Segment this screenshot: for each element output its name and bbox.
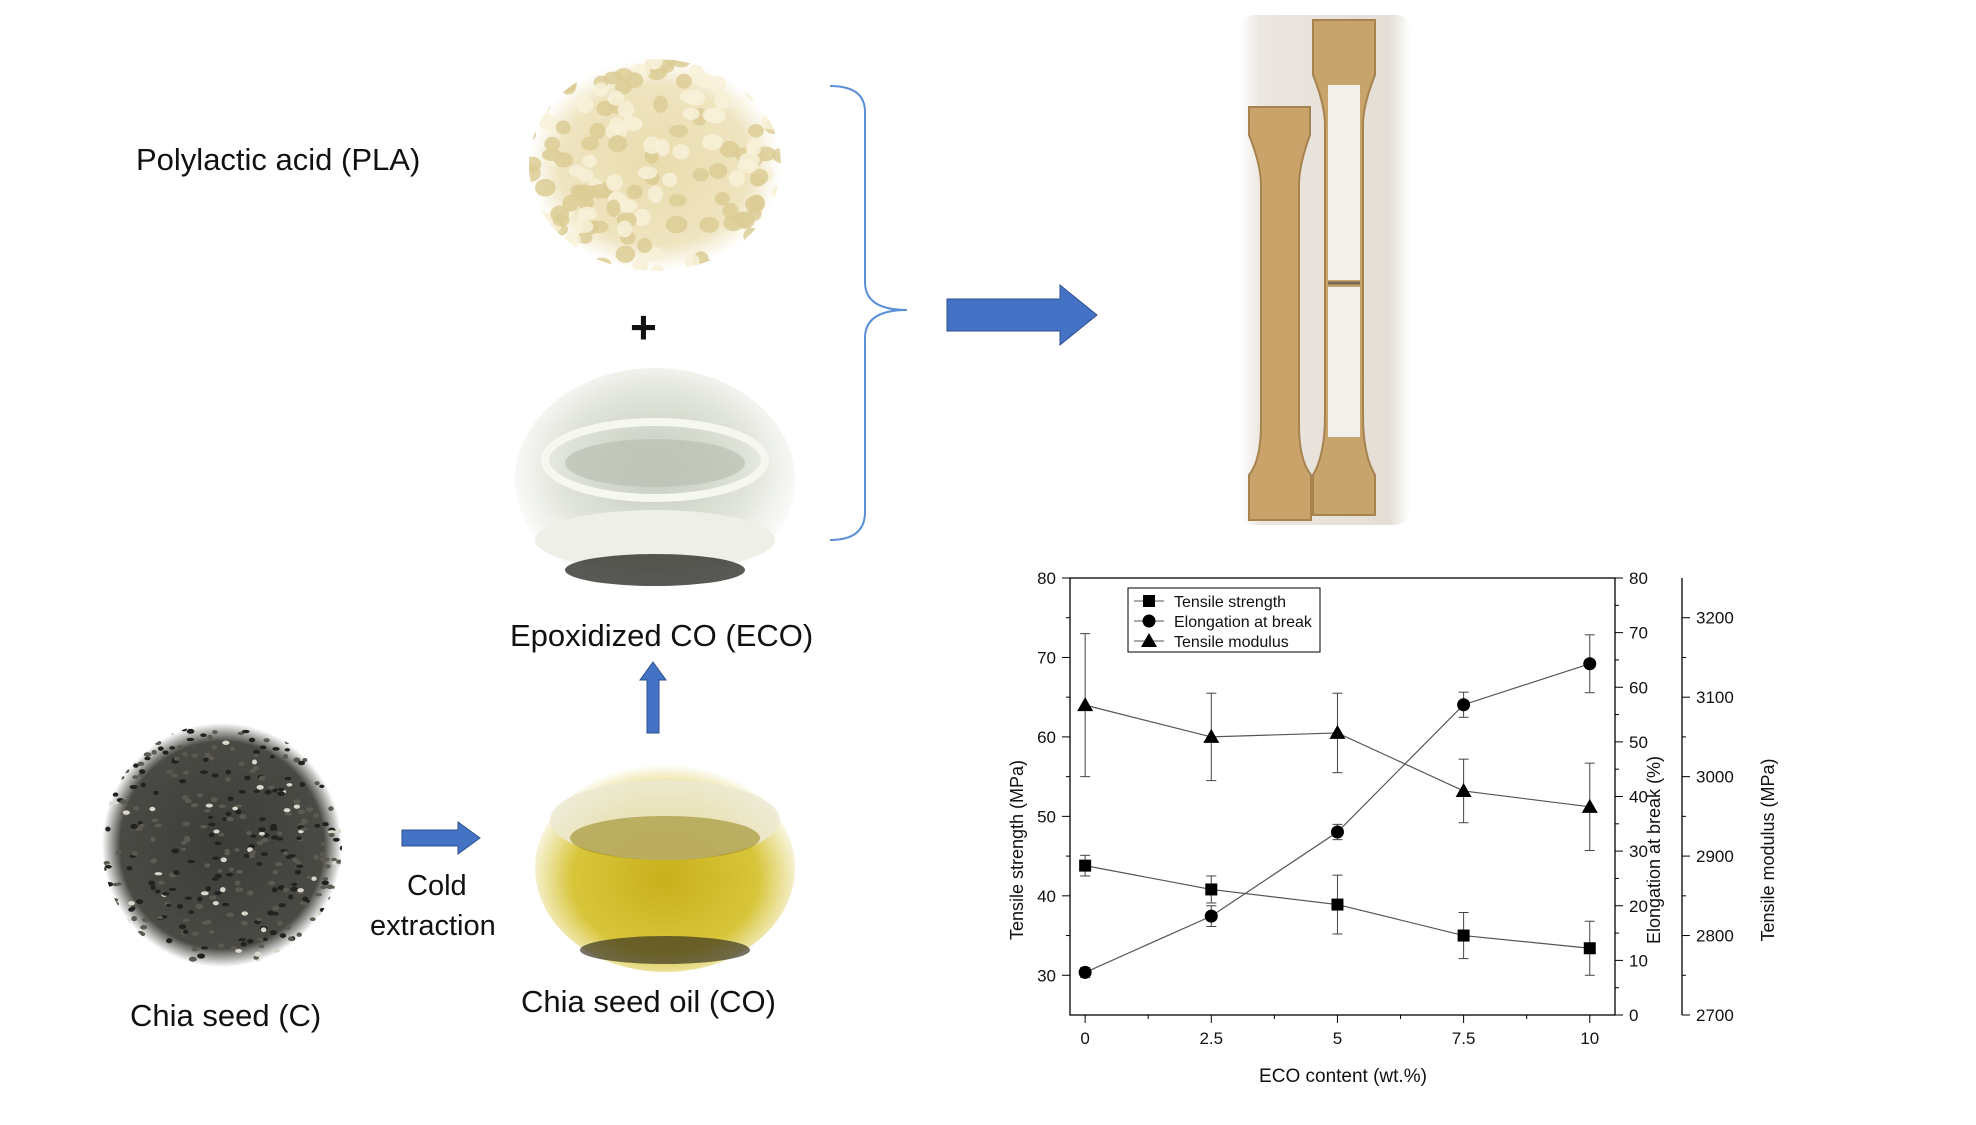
- legend-label: Elongation at break: [1174, 614, 1313, 631]
- y-tick-label-right: 60: [1629, 678, 1648, 697]
- y-tick-label-right: 10: [1629, 951, 1648, 970]
- y-tick-label-left: 50: [1037, 807, 1056, 826]
- data-point-triangle: [1455, 782, 1472, 797]
- y-axis-label-tensile-modulus: Tensile modulus (MPa): [1758, 758, 1778, 941]
- data-point-square: [1457, 929, 1470, 942]
- data-point-square: [1205, 883, 1218, 896]
- y-tick-label-right: 80: [1629, 569, 1648, 588]
- data-point-circle: [1142, 614, 1156, 628]
- series-tensile-modulus: [1077, 633, 1598, 852]
- cold-extraction-label-1: Cold: [407, 870, 467, 902]
- cold-extraction-arrow-icon: [401, 821, 481, 855]
- legend-label: Tensile modulus: [1174, 634, 1289, 651]
- data-point-circle: [1457, 698, 1471, 712]
- y-tick-label-left: 60: [1037, 728, 1056, 747]
- x-tick-label: 10: [1580, 1029, 1599, 1048]
- data-point-circle: [1204, 909, 1218, 923]
- y-tick-label-right: 70: [1629, 624, 1648, 643]
- chia-seed-label: Chia seed (C): [130, 998, 322, 1033]
- series-tensile-strength: [1079, 854, 1596, 976]
- tensile-properties-chart: 0 2.5 5 7.5 10 30 40 50 60 70 80 0 10 20 30 40 50 60 70 80 2…: [1007, 569, 1778, 1087]
- data-point-square: [1583, 942, 1596, 955]
- data-point-circle: [1330, 825, 1344, 839]
- curly-brace-icon: [829, 85, 908, 541]
- y-tick-label-right: 20: [1629, 897, 1648, 916]
- cold-extraction-label-2: extraction: [370, 910, 496, 942]
- x-axis-label: ECO content (wt.%): [1259, 1066, 1427, 1087]
- chia-seeds-photo: [102, 723, 342, 967]
- data-point-triangle: [1141, 633, 1157, 647]
- x-tick-label: 7.5: [1452, 1029, 1476, 1048]
- data-point-square: [1143, 595, 1155, 607]
- y-tick-label-modulus: 2700: [1696, 1006, 1734, 1025]
- y-tick-label-right: 0: [1629, 1006, 1638, 1025]
- y-tick-label-right: 30: [1629, 842, 1648, 861]
- data-point-circle: [1583, 657, 1597, 671]
- data-point-triangle: [1203, 728, 1220, 743]
- pla-pellets-photo: [529, 59, 781, 271]
- plus-sign: +: [630, 301, 657, 353]
- legend-box: [1127, 587, 1321, 653]
- tensile-specimens-photo: [1240, 15, 1410, 525]
- data-point-circle: [1078, 965, 1092, 979]
- arrow-right-icon: [946, 283, 1098, 347]
- eco-label: Epoxidized CO (ECO): [510, 618, 814, 653]
- data-point-square: [1079, 859, 1092, 872]
- chart-legend: Tensile strength Elongation at break Tensi…: [1127, 587, 1321, 653]
- y-tick-label-modulus: 2900: [1696, 847, 1734, 866]
- x-tick-label: 5: [1333, 1029, 1342, 1048]
- x-tick-label: 0: [1080, 1029, 1089, 1048]
- y-axis-label-tensile-strength: Tensile strength (MPa): [1007, 760, 1027, 940]
- legend-label: Tensile strength: [1174, 594, 1286, 611]
- series-elongation-at-break: [1078, 634, 1597, 979]
- data-point-triangle: [1581, 798, 1598, 813]
- y-tick-label-left: 70: [1037, 648, 1056, 667]
- y-tick-label-right: 50: [1629, 733, 1648, 752]
- y-tick-label-left: 40: [1037, 887, 1056, 906]
- y-tick-label-left: 30: [1037, 966, 1056, 985]
- arrow-up-icon: [639, 661, 667, 734]
- y-tick-label-right: 40: [1629, 788, 1648, 807]
- chia-oil-photo: [535, 764, 795, 972]
- data-point-triangle: [1077, 697, 1094, 712]
- y-tick-label-modulus: 3000: [1696, 768, 1734, 787]
- data-point-square: [1331, 898, 1344, 911]
- chia-oil-label: Chia seed oil (CO): [521, 984, 776, 1019]
- y-tick-label-modulus: 3100: [1696, 688, 1734, 707]
- data-point-triangle: [1329, 724, 1346, 739]
- pla-label: Polylactic acid (PLA): [136, 142, 421, 177]
- y-axis-label-elongation: Elongation at break (%): [1644, 756, 1664, 944]
- y-tick-label-modulus: 3200: [1696, 609, 1734, 628]
- eco-jar-photo: [515, 368, 795, 592]
- y-tick-label-modulus: 2800: [1696, 927, 1734, 946]
- y-tick-label-left: 80: [1037, 569, 1056, 588]
- x-tick-label: 2.5: [1199, 1029, 1223, 1048]
